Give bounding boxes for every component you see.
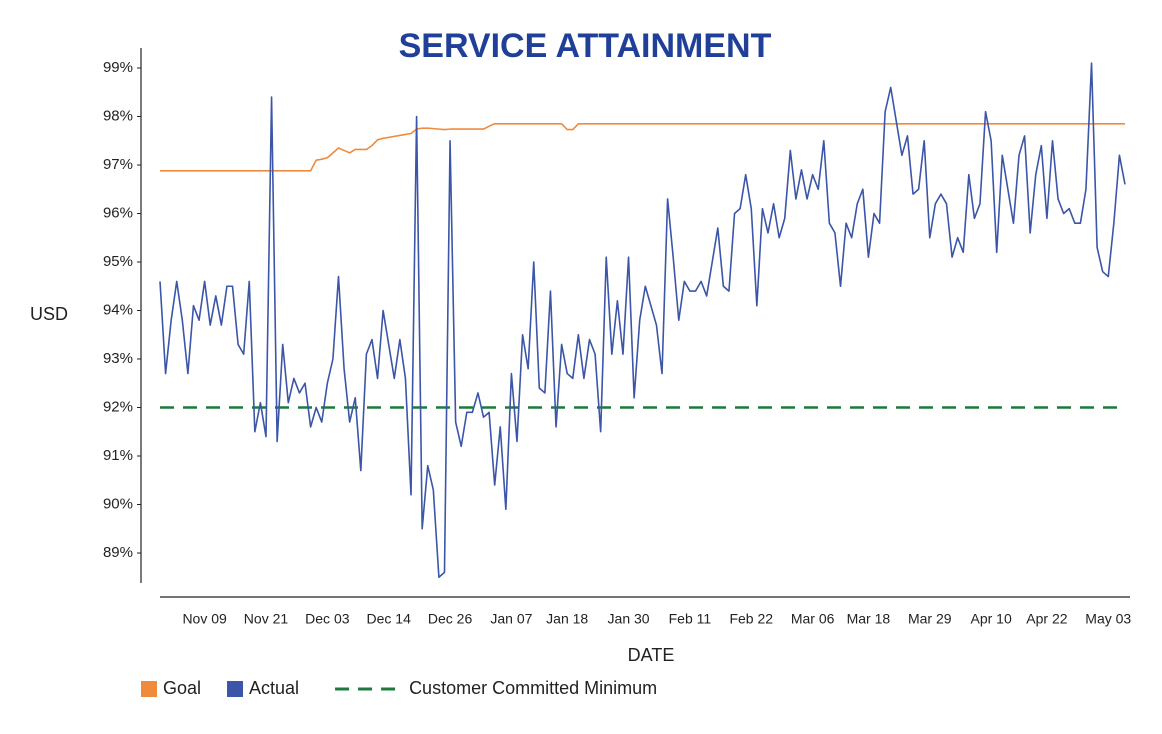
x-axis-label: DATE bbox=[628, 645, 675, 665]
x-tick-label: Nov 09 bbox=[182, 611, 227, 627]
x-tick-label: Apr 22 bbox=[1026, 611, 1067, 627]
y-tick-label: 96% bbox=[103, 204, 133, 221]
y-tick-label: 97% bbox=[103, 156, 133, 173]
x-tick-label: Jan 18 bbox=[546, 611, 588, 627]
x-tick-label: Feb 22 bbox=[729, 611, 773, 627]
legend-swatch bbox=[141, 681, 157, 697]
legend-label: Goal bbox=[163, 678, 201, 698]
y-tick-label: 93% bbox=[103, 350, 133, 367]
x-tick-label: Jan 30 bbox=[608, 611, 650, 627]
legend-label: Customer Committed Minimum bbox=[409, 678, 657, 698]
y-tick-label: 90% bbox=[103, 495, 133, 512]
y-tick-label: 98% bbox=[103, 107, 133, 124]
x-tick-label: Jan 07 bbox=[490, 611, 532, 627]
x-tick-label: Mar 29 bbox=[908, 611, 952, 627]
legend-swatch bbox=[227, 681, 244, 697]
y-tick-label: 95% bbox=[103, 253, 133, 270]
x-tick-label: Dec 14 bbox=[367, 611, 412, 627]
y-tick-label: 91% bbox=[103, 447, 133, 464]
y-tick-label: 89% bbox=[103, 544, 133, 561]
chart-title: SERVICE ATTAINMENT bbox=[399, 27, 772, 65]
y-tick-label: 99% bbox=[103, 59, 133, 76]
x-tick-label: Mar 06 bbox=[791, 611, 835, 627]
x-tick-label: Dec 26 bbox=[428, 611, 473, 627]
x-tick-label: Dec 03 bbox=[305, 611, 350, 627]
y-tick-label: 94% bbox=[103, 301, 133, 318]
y-axis-label: USD bbox=[30, 304, 68, 324]
y-tick-label: 92% bbox=[103, 398, 133, 415]
series-line bbox=[159, 62, 1126, 579]
x-tick-label: Nov 21 bbox=[244, 611, 289, 627]
x-tick-label: Feb 11 bbox=[669, 611, 712, 627]
legend-label: Actual bbox=[249, 678, 299, 698]
series-line bbox=[160, 122, 1125, 172]
x-tick-label: May 03 bbox=[1085, 611, 1131, 627]
x-tick-label: Mar 18 bbox=[847, 611, 891, 627]
x-tick-label: Apr 10 bbox=[971, 611, 1012, 627]
